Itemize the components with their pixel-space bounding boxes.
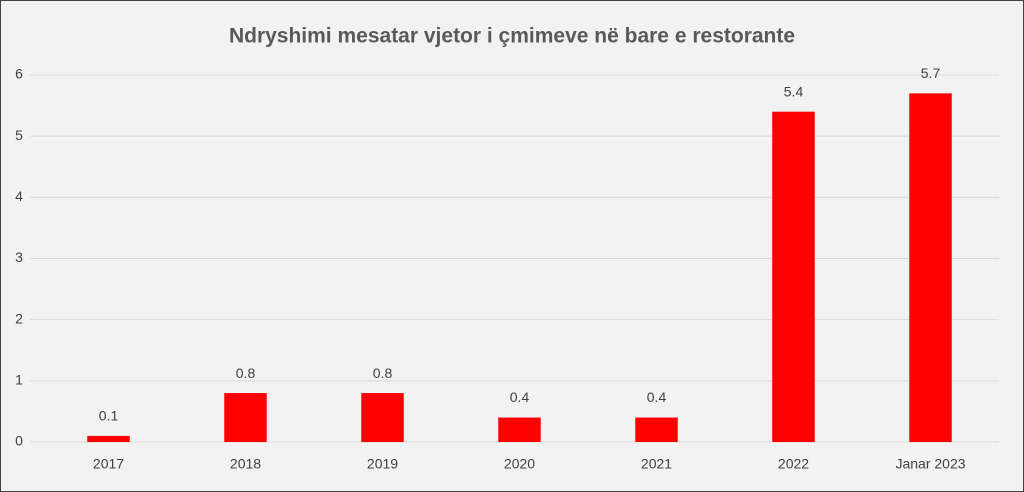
data-label: 0.4 xyxy=(510,389,530,405)
y-tick-label: 6 xyxy=(15,66,23,82)
y-tick-label: 3 xyxy=(15,249,23,265)
data-label: 0.8 xyxy=(236,365,256,381)
bar xyxy=(87,435,130,442)
x-tick-label: 2019 xyxy=(367,456,398,472)
data-label: 5.7 xyxy=(921,65,941,81)
x-tick-label: 2018 xyxy=(230,456,261,472)
x-tick-label: 2017 xyxy=(93,456,124,472)
y-tick-label: 4 xyxy=(15,188,23,204)
data-label: 0.1 xyxy=(99,408,119,424)
y-tick-label: 1 xyxy=(15,372,23,388)
x-tick-label: 2021 xyxy=(641,456,672,472)
x-tick-label: 2022 xyxy=(778,456,809,472)
y-tick-label: 5 xyxy=(15,127,23,143)
chart-title: Ndryshimi mesatar vjetor i çmimeve në ba… xyxy=(229,25,795,48)
data-label: 0.4 xyxy=(647,389,667,405)
y-tick-label: 0 xyxy=(15,433,23,449)
data-label: 5.4 xyxy=(784,83,804,99)
y-tick-label: 2 xyxy=(15,310,23,326)
x-tick-label: 2020 xyxy=(504,456,535,472)
bar xyxy=(224,393,267,442)
bar xyxy=(498,417,541,442)
bar xyxy=(635,417,678,442)
bar xyxy=(772,111,815,442)
bar xyxy=(361,393,404,442)
data-label: 0.8 xyxy=(373,365,393,381)
bar xyxy=(909,93,952,442)
x-tick-label: Janar 2023 xyxy=(895,456,965,472)
